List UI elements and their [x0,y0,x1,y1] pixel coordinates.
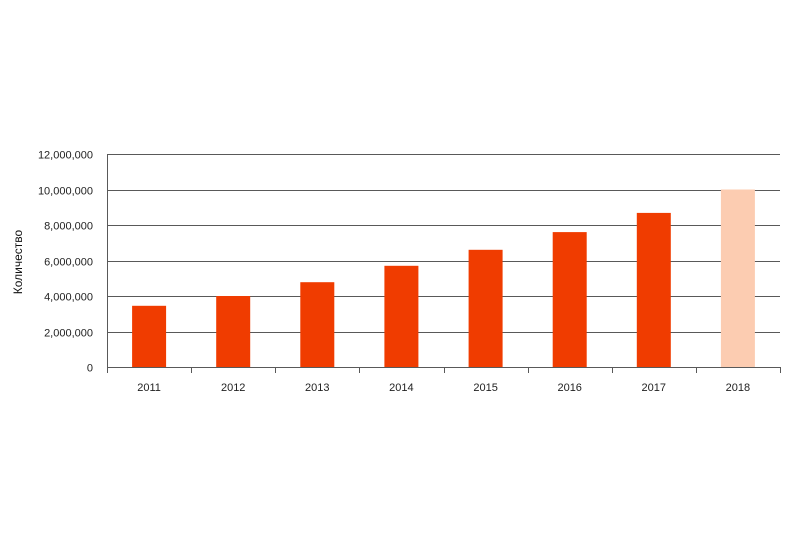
x-tick-label: 2018 [726,382,750,394]
x-tick-label: 2017 [642,382,666,394]
bar [552,232,587,367]
y-tick-label: 4,000,000 [44,292,93,304]
axes [107,154,781,373]
y-tick-label: 6,000,000 [44,257,93,269]
bar [636,212,671,367]
x-tick-label: 2015 [473,382,497,394]
x-tick-label: 2011 [137,382,161,394]
y-tick-label: 10,000,000 [38,186,93,198]
bar [216,296,251,367]
x-tick-label: 2014 [389,382,413,394]
x-tick-label: 2013 [305,382,329,394]
bar [384,265,419,367]
x-axis-tick-labels: 2011 2012 2013 2014 2015 2016 2017 2018 [137,382,750,394]
y-axis-title: Количество [11,229,25,294]
gridlines [107,154,780,333]
x-tick-label: 2012 [221,382,245,394]
bars [132,189,755,367]
y-axis-tick-labels: 0 2,000,000 4,000,000 6,000,000 8,000,000 10,… [38,150,93,375]
x-tick-label: 2016 [557,382,581,394]
y-tick-label: 8,000,000 [44,221,93,233]
bar [300,282,335,367]
bar [132,305,167,367]
y-tick-label: 0 [87,363,93,375]
bar-forecast [720,189,755,367]
y-tick-label: 2,000,000 [44,328,93,340]
bar [468,249,503,367]
y-tick-label: 12,000,000 [38,150,93,162]
